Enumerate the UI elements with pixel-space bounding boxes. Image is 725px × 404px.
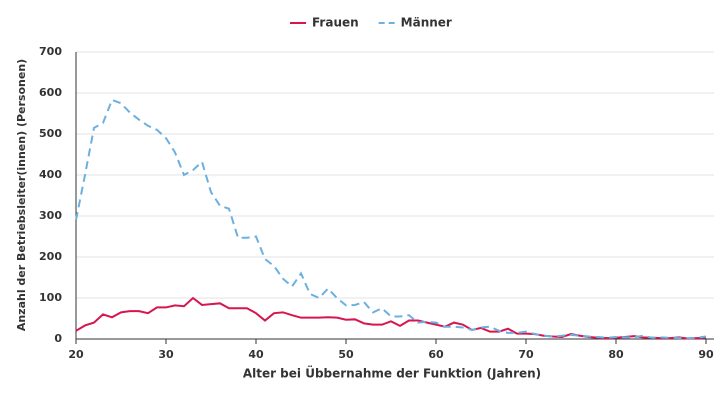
y-tick-label: 200 — [39, 250, 62, 263]
y-tick-label: 0 — [54, 332, 62, 345]
x-axis-label: Alter bei Übbernahme der Funktion (Jahre… — [243, 366, 541, 381]
y-tick-label: 600 — [39, 86, 62, 99]
y-tick-label: 500 — [39, 127, 62, 140]
x-tick-label: 60 — [428, 348, 444, 361]
legend-label: Frauen — [312, 16, 359, 30]
y-tick-label: 400 — [39, 168, 62, 181]
y-tick-label: 700 — [39, 45, 62, 58]
x-tick-label: 80 — [608, 348, 624, 361]
x-tick-label: 50 — [338, 348, 354, 361]
x-tick-label: 70 — [518, 348, 534, 361]
x-tick-label: 20 — [68, 348, 84, 361]
series-line — [75, 296, 707, 340]
y-axis-label: Anzahl der Betriebsleiter(innen) (Person… — [15, 59, 28, 331]
legend-label: Männer — [401, 16, 452, 30]
y-tick-label: 300 — [39, 209, 62, 222]
x-tick-label: 30 — [158, 348, 174, 361]
x-tick-label: 40 — [248, 348, 264, 361]
series-line — [75, 98, 707, 340]
x-tick-label: 90 — [698, 348, 714, 361]
y-tick-label: 100 — [39, 291, 62, 304]
